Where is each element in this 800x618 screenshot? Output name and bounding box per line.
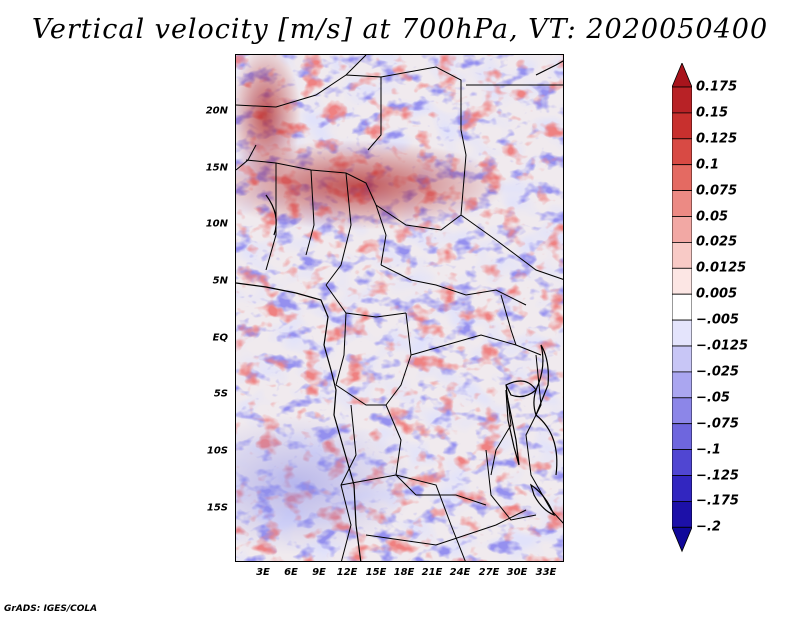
lon-tick-label: 15E [365,567,387,578]
colorbar-tick-label: 0.175 [696,79,738,95]
colorbar-top-arrow [672,63,692,88]
colorbar [672,63,692,553]
colorbar-tick-label: −.1 [696,442,721,458]
lon-tick-label: 33E [535,567,557,578]
colorbar-segment [672,164,692,191]
colorbar-segment [672,371,692,399]
lat-tick-label: 10N [205,218,228,230]
colorbar-segment [672,449,692,476]
colorbar-segment [672,397,692,425]
colorbar-tick-label: −.2 [696,519,721,535]
lat-tick-label: 15S [206,502,228,514]
lon-tick-label: 9E [312,567,326,578]
strong-ascent-band [236,140,506,230]
colorbar-segment [672,216,692,243]
colorbar-tick-label: 0.0125 [696,260,747,276]
colorbar-tick-label: −.05 [696,390,730,406]
colorbar-tick-label: 0.005 [696,286,738,302]
colorbar-tick-label: −.175 [696,493,739,509]
colorbar-tick-label: −.125 [696,468,739,483]
lon-tick-label: 24E [449,567,471,578]
lat-tick-label: 5S [213,388,228,400]
colorbar-bottom-arrow [672,526,692,553]
colorbar-tick-label: 0.075 [696,183,738,199]
colorbar-segment [672,475,692,502]
lon-tick-label: 27E [478,567,500,578]
colorbar-tick-label: −.005 [696,312,739,328]
colorbar-segment [672,138,692,166]
lon-tick-label: 18E [393,567,415,578]
colorbar-tick-label: 0.025 [696,234,738,250]
map-panel [235,54,564,562]
colorbar-segments [672,63,692,553]
colorbar-tick-label: 0.05 [696,209,729,224]
colorbar-tick-label: 0.1 [696,157,720,173]
map-canvas [236,55,563,561]
colorbar-tick-label: −.025 [696,364,739,380]
coastlines-and-lakes [236,60,563,561]
colorbar-tick-label: 0.15 [696,105,729,121]
colorbar-segment [672,500,692,528]
descent-south [236,415,416,555]
colorbar-tick-label: −.075 [696,416,739,432]
colorbar-segment [672,345,692,373]
colorbar-segment [672,190,692,217]
lon-tick-label: 12E [336,567,358,578]
lat-tick-label: 10S [206,445,228,457]
lon-tick-label: 30E [506,567,528,578]
colorbar-tick-label: −.0125 [696,338,749,354]
lat-tick-label: 20N [205,105,228,117]
colorbar-segment [672,86,692,114]
lon-tick-label: 3E [256,567,270,578]
colorbar-tick-label: 0.125 [696,131,738,147]
colorbar-segment [672,293,692,321]
country-borders [236,55,563,561]
lat-tick-label: 15N [205,162,228,174]
colorbar-segment [672,267,692,295]
chart-title: Vertical velocity [m/s] at 700hPa, VT: 2… [31,14,769,45]
lon-tick-label: 21E [421,567,443,578]
colorbar-segment [672,112,692,140]
lat-tick-label: EQ [212,332,228,344]
colorbar-segment [672,319,692,347]
colorbar-segment [672,241,692,269]
colorbar-segment [672,423,692,451]
grads-credit: GrADS: IGES/COLA [4,604,98,614]
lon-tick-label: 6E [284,567,298,578]
lat-tick-label: 5N [212,275,228,287]
